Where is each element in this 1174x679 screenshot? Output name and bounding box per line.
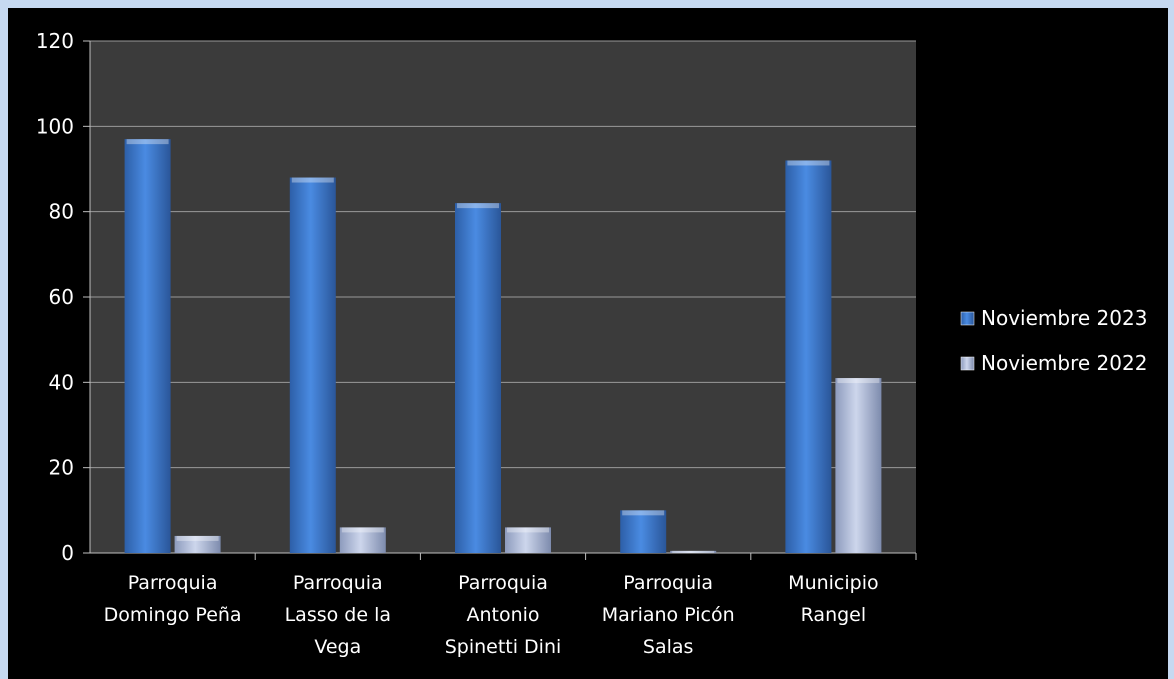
bar-noviembre-2022 <box>339 527 386 553</box>
bar-top-highlight <box>291 177 334 183</box>
bar-top-highlight <box>837 378 880 384</box>
bar-noviembre-2023 <box>289 177 336 554</box>
x-category-label: Parroquia <box>293 572 383 594</box>
bar-top-highlight <box>126 139 169 145</box>
bar-noviembre-2023 <box>455 203 501 553</box>
y-tick-label: 0 <box>61 541 74 565</box>
bar-chart: 0 20 40 60 80 100 120 Parroquia Domingo Peña Parr… <box>36 29 1148 658</box>
x-category-label: Parroquia <box>623 572 713 594</box>
x-category-label: Domingo Peña <box>104 604 242 626</box>
chart-frame: 0 20 40 60 80 100 120 Parroquia Domingo Peña Parr… <box>8 8 1168 679</box>
y-tick-label: 100 <box>36 114 74 138</box>
x-category-label: Antonio <box>466 604 539 626</box>
bar-top-highlight <box>457 203 499 209</box>
legend-label: Noviembre 2022 <box>981 351 1147 375</box>
y-tick-label: 60 <box>49 285 74 309</box>
axis-labels: 0 20 40 60 80 100 120 Parroquia Domingo Peña Parr… <box>36 29 879 658</box>
x-category-label: Lasso de la <box>285 604 391 626</box>
x-category-label: Parroquia <box>458 572 548 594</box>
bar-top-highlight <box>787 160 830 166</box>
bar-noviembre-2022 <box>835 378 882 553</box>
x-category-label: Mariano Picón <box>602 604 735 626</box>
x-category-label: Parroquia <box>128 572 218 594</box>
y-tick-label: 120 <box>36 29 74 53</box>
x-category-label: Municipio <box>788 572 878 594</box>
bar-top-highlight <box>622 510 665 516</box>
bars <box>124 139 882 554</box>
x-category-label: Spinetti Dini <box>445 636 562 658</box>
x-category-label: Vega <box>314 636 361 658</box>
y-tick-label: 40 <box>49 370 74 394</box>
plot-area <box>90 40 916 553</box>
bar-top-highlight <box>341 527 384 533</box>
legend: Noviembre 2023 Noviembre 2022 <box>960 306 1147 375</box>
legend-label: Noviembre 2023 <box>981 306 1147 330</box>
bar-noviembre-2022 <box>670 550 717 553</box>
bar-top-highlight <box>672 550 715 553</box>
y-tick-label: 20 <box>49 456 74 480</box>
legend-swatch <box>960 311 975 326</box>
x-category-label: Salas <box>643 636 694 658</box>
bar-top-highlight <box>507 527 549 533</box>
axes <box>83 40 917 560</box>
bar-noviembre-2023 <box>620 510 667 553</box>
bar-noviembre-2023 <box>785 160 832 553</box>
y-tick-label: 80 <box>49 200 74 224</box>
bar-noviembre-2022 <box>505 527 551 553</box>
bar-noviembre-2022 <box>174 535 221 553</box>
bar-noviembre-2023 <box>124 139 171 553</box>
legend-swatch <box>960 356 975 371</box>
bar-top-highlight <box>176 535 219 541</box>
x-category-label: Rangel <box>801 604 867 626</box>
